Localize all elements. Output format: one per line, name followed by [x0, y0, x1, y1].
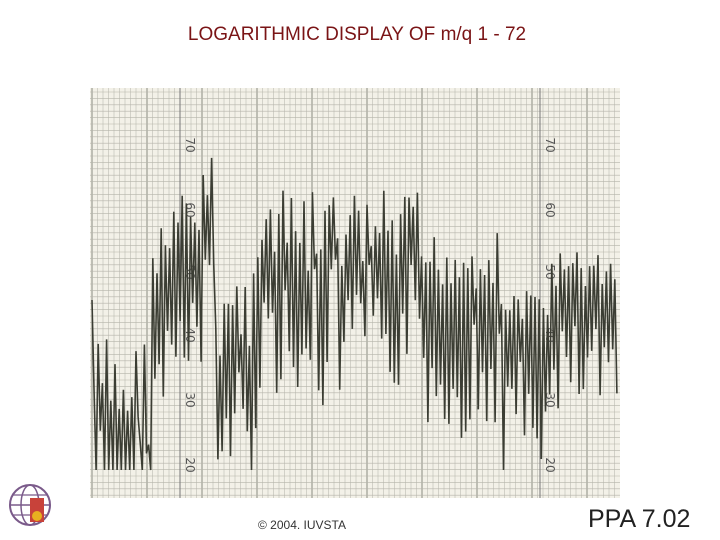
- scale-label: 20: [183, 457, 197, 472]
- logo: [9, 484, 51, 526]
- slide-title: LOGARITHMIC DISPLAY OF m/q 1 - 72: [187, 24, 527, 45]
- scale-label: 40: [183, 327, 197, 342]
- copyright: © 2004. IUVSTA: [258, 518, 346, 532]
- scale-label: 70: [543, 137, 557, 152]
- scale-label: 60: [543, 202, 557, 217]
- scale-label: 30: [183, 392, 197, 407]
- scale-label: 70: [183, 137, 197, 152]
- scale-label: 20: [543, 457, 557, 472]
- scale-label: 50: [543, 264, 557, 279]
- trace: [91, 157, 618, 471]
- scale-label: 60: [183, 202, 197, 217]
- slide-number: PPA 7.02: [588, 505, 691, 533]
